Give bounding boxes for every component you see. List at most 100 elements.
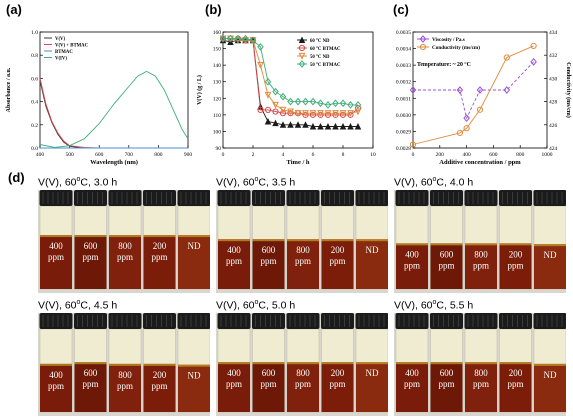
data-point [287,110,294,117]
x-tick-label: 200 [436,152,445,158]
vial-liquid [40,363,72,412]
vial-meniscus [252,362,285,365]
data-point [317,110,324,117]
data-point [456,129,464,137]
vial-label-unit: ppm [151,252,167,262]
photo-title-time: C, 4.5 h [80,299,118,312]
x-axis-label: Additive concentration / ppm [439,159,521,166]
vial-liquid [287,239,319,289]
legend-marker [298,36,306,44]
legend-label: Viscosity / Pa.s [432,37,465,43]
y-tick-label: 0.0031 [396,96,411,102]
panel-label-c: (c) [393,2,409,17]
vial-label: 200 [153,241,167,251]
vial-meniscus [534,244,566,247]
photo-title-time: C, 3.0 h [80,176,118,189]
vial-liquid [218,239,250,289]
x-tick-label: 400 [462,152,471,158]
data-point [294,110,302,117]
y-tick-label: 100 [213,129,222,135]
legend-label: 50 °C ND [310,55,330,60]
vial-liquid [109,363,141,412]
data-point [287,97,294,106]
x-tick-label: 500 [65,152,74,158]
x-tick-label: 0 [222,152,225,158]
data-point [317,111,324,118]
panel-label-d: (d) [8,170,25,185]
photo-title-text: V(V), 60 [394,176,433,189]
y-tick-label: 130 [213,80,222,86]
vial-liquid [218,362,250,412]
photo-title: V(V), 60oC, 5.5 h [394,299,473,312]
data-point [279,92,287,101]
legend-label: 60 °C BTMAC [310,47,341,52]
data-point [317,99,324,108]
vial-meniscus [109,363,141,366]
data-point [227,34,234,43]
vial-liquid [178,235,210,289]
temperature-annotation: Temperature: ~ 20 °C [417,61,471,68]
vial-liquid [74,235,107,289]
data-point [503,86,511,94]
vial-label: 200 [153,370,167,380]
vial-label-unit: ppm [507,260,523,270]
vial-cap [355,313,388,329]
vial-meniscus [465,362,497,365]
vial-meniscus [396,243,428,246]
y2-tick-label: 424 [549,146,558,152]
y2-axis-label: Conductivity (ms/cm) [565,62,572,118]
vial-label-unit: ppm [404,379,420,389]
vial-label-unit: ppm [151,381,167,391]
vial-label-unit: ppm [117,381,133,391]
vial-label: ND [544,370,557,380]
legend-label: BTMAC [55,50,73,55]
photo-title-degree: o [432,299,437,306]
vial-meniscus [252,239,285,242]
x-tick-label: 4 [282,152,285,158]
photo-title-text: V(V), 60 [216,299,255,312]
legend-marker [419,43,427,51]
vial-label-unit: ppm [473,379,489,389]
x-tick-label: 900 [184,152,193,158]
series-line-1 [412,45,534,145]
vial-cap [355,190,388,206]
vial-liquid [252,362,285,412]
vial-cap [177,313,210,329]
legend-marker [298,60,306,68]
vial-label-unit: ppm [329,379,345,389]
y-tick-label: 0.0032 [396,80,411,86]
y-tick-label: 0.0029 [396,129,411,135]
data-point [257,43,264,51]
photo-title: V(V), 60oC, 3.5 h [216,176,295,189]
vial-liquid [321,239,354,289]
vial-label-unit: ppm [260,256,276,266]
vial-label: 800 [118,241,132,251]
data-point [347,122,354,130]
data-point [257,106,264,113]
data-point [530,57,537,66]
vial-label: 400 [405,368,419,378]
data-point [530,42,537,50]
vial-liquid [109,235,141,289]
x-axis-label: Time / h [287,159,310,166]
vial-label-unit: ppm [48,381,64,391]
vial-meniscus [499,362,532,365]
data-point [347,101,354,109]
data-point [332,99,339,108]
vial-meniscus [356,362,388,365]
vial-meniscus [430,362,463,365]
vial-liquid [252,239,285,289]
data-point [409,141,417,148]
y2-tick-label: 428 [549,100,558,106]
x-tick-label: 0 [412,152,415,158]
data-point [317,122,324,130]
vial-label: 600 [84,368,98,378]
data-point [264,117,272,125]
data-point [309,122,317,130]
vial-meniscus [218,362,250,365]
legend-label: 60 °C ND [310,39,330,44]
data-point [324,122,332,130]
